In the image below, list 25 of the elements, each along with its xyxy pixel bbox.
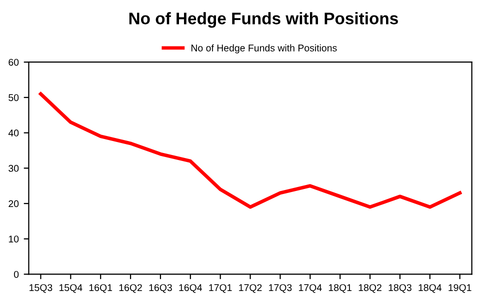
x-tick-label: 16Q4 xyxy=(179,284,202,293)
x-tick-label: 17Q3 xyxy=(269,284,292,293)
x-tick-label: 16Q2 xyxy=(119,284,142,293)
y-tick-label: 30 xyxy=(8,164,19,172)
x-tick-label: 15Q4 xyxy=(60,284,82,293)
x-tick-label: 18Q4 xyxy=(418,284,442,293)
y-tick-label: 0 xyxy=(14,270,19,278)
line-series xyxy=(38,92,462,209)
y-tick-label: 60 xyxy=(8,58,19,66)
chart-title: No of Hedge Funds with Positions xyxy=(129,12,398,28)
x-tick-label: 19Q1 xyxy=(448,284,472,293)
x-tick-label: 18Q1 xyxy=(328,284,352,293)
y-tick-label: 40 xyxy=(8,130,19,136)
x-tick-label: 17Q1 xyxy=(209,284,232,293)
y-tick-label: 10 xyxy=(8,236,19,242)
x-tick-label: 18Q3 xyxy=(388,284,412,293)
x-tick-label: 17Q4 xyxy=(299,284,322,293)
x-tick-label: 16Q1 xyxy=(89,284,112,293)
x-tick-label: 18Q2 xyxy=(358,284,382,293)
y-tick-label: 20 xyxy=(8,200,19,208)
x-tick-label: 15Q3 xyxy=(30,284,52,293)
y-tick-label: 50 xyxy=(8,94,19,102)
legend-label: No of Hedge Funds with Positions xyxy=(191,44,337,54)
x-tick-label: 17Q2 xyxy=(239,284,262,293)
x-tick-label: 16Q3 xyxy=(149,284,172,293)
